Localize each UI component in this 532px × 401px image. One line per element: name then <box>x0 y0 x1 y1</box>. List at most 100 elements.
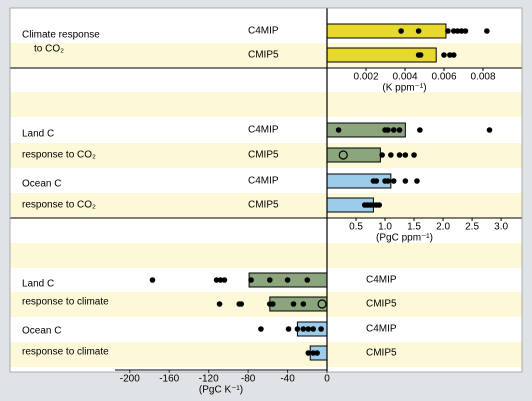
series-label: CMIP5 <box>366 299 397 310</box>
model-point <box>285 326 292 332</box>
model-point <box>284 277 291 283</box>
x-axis-label: (K ppm⁻¹) <box>382 83 426 94</box>
model-point <box>217 277 224 283</box>
model-point <box>385 178 391 184</box>
group-label: Climate response <box>22 30 100 41</box>
model-point <box>216 301 223 307</box>
model-point <box>388 152 394 158</box>
series-label: C4MIP <box>248 125 279 136</box>
group-label: Land C <box>22 129 54 140</box>
group-label: response to climate <box>22 347 109 358</box>
frame <box>9 7 523 373</box>
x-tick-label: -200 <box>120 374 140 385</box>
bar <box>326 147 381 163</box>
x-axis-label: (PgC ppm⁻¹) <box>376 233 433 244</box>
x-tick-label: -80 <box>241 374 256 385</box>
model-point <box>454 28 461 34</box>
row-band <box>10 292 522 317</box>
model-point <box>318 326 324 332</box>
model-point <box>462 28 469 34</box>
model-point <box>294 326 301 332</box>
model-point <box>248 277 254 283</box>
series-label: CMIP5 <box>248 200 279 211</box>
model-point <box>305 326 312 332</box>
model-point <box>149 277 156 283</box>
series-label: CMIP5 <box>248 50 279 61</box>
row-band <box>10 193 522 218</box>
model-point <box>300 301 307 307</box>
x-tick-label: 3.0 <box>494 222 508 233</box>
model-point <box>398 28 404 34</box>
model-point <box>390 127 397 133</box>
model-point <box>402 152 409 158</box>
x-tick-label: 0 <box>324 374 330 385</box>
group-label: response to climate <box>22 297 109 308</box>
series-label: CMIP5 <box>366 348 397 359</box>
row-band <box>10 92 522 117</box>
x-tick-label: 1.5 <box>407 222 421 233</box>
model-point <box>441 52 447 58</box>
model-point <box>314 350 320 356</box>
x-tick-label: 0.002 <box>353 72 378 83</box>
model-point <box>305 350 312 356</box>
open-model-point <box>338 150 348 160</box>
x-tick-label: -160 <box>159 374 179 385</box>
bar <box>326 173 392 189</box>
x-tick-label: 2.5 <box>465 222 479 233</box>
model-point <box>290 301 297 307</box>
group-label: response to CO₂ <box>22 200 96 211</box>
row-band <box>10 143 522 168</box>
model-point <box>417 127 423 133</box>
x-tick-label: 2.0 <box>436 222 450 233</box>
bar <box>326 23 447 39</box>
model-point <box>447 52 453 58</box>
series-label: C4MIP <box>248 26 279 37</box>
x-tick-label: 0.008 <box>470 72 495 83</box>
model-point <box>335 127 342 133</box>
model-point <box>450 28 457 34</box>
group-label: Ocean C <box>22 326 61 337</box>
model-point <box>484 28 490 34</box>
x-tick-label: 1.0 <box>378 222 392 233</box>
model-point <box>445 28 451 34</box>
model-point <box>396 152 403 158</box>
model-point <box>486 127 493 133</box>
model-point <box>267 277 273 283</box>
model-point <box>310 350 316 356</box>
model-point <box>379 152 385 158</box>
model-point <box>213 277 220 283</box>
x-tick-label: 0.5 <box>349 222 363 233</box>
group-label: to CO₂ <box>34 44 64 55</box>
open-model-point <box>317 299 327 309</box>
model-point <box>415 28 422 34</box>
group-label: Ocean C <box>22 179 61 190</box>
series-label: CMIP5 <box>248 150 279 161</box>
model-point <box>269 301 276 307</box>
model-point <box>411 152 417 158</box>
x-tick-label: 0.004 <box>392 72 417 83</box>
series-label: C4MIP <box>366 275 397 286</box>
model-point <box>390 178 397 184</box>
group-label: response to CO₂ <box>22 150 96 161</box>
model-point <box>414 178 420 184</box>
x-axis-label: (PgC K⁻¹) <box>199 385 243 396</box>
series-label: C4MIP <box>366 324 397 335</box>
model-point <box>376 202 383 208</box>
model-point <box>450 52 457 58</box>
model-point <box>300 326 307 332</box>
model-point <box>396 127 403 133</box>
row-band <box>10 243 522 268</box>
model-point <box>458 28 465 34</box>
group-label: Land C <box>22 279 54 290</box>
x-tick-label: -120 <box>199 374 219 385</box>
x-tick-label: 0.006 <box>431 72 456 83</box>
x-tick-label: -40 <box>280 374 295 385</box>
model-point <box>417 52 424 58</box>
model-point <box>402 178 409 184</box>
model-point <box>238 301 245 307</box>
model-point <box>373 178 380 184</box>
model-point <box>385 127 391 133</box>
model-point <box>310 326 316 332</box>
